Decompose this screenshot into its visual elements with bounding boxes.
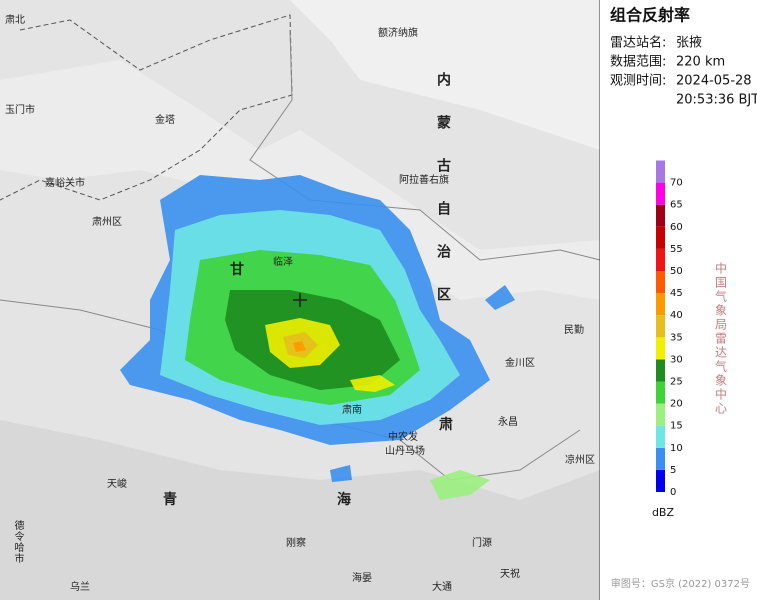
legend-swatch [656, 204, 665, 227]
legend-swatch [656, 315, 665, 338]
legend-tick-label: 10 [670, 443, 683, 454]
agency-text: 中国气象局雷达气象中心 [714, 261, 728, 416]
footer: 审图号：GS京 (2022) 0372号 [611, 577, 750, 590]
legend-swatch [656, 182, 665, 205]
info-panel [600, 0, 757, 600]
echo-area [293, 341, 306, 352]
color-legend: 0 5 10 15 20 25 30 35 40 45 50 55 60 65 70 [656, 160, 683, 498]
place-label: 额济纳旗 [378, 26, 418, 39]
place-label: 阿拉善右旗 [399, 173, 449, 186]
echo-area [350, 375, 395, 392]
legend-swatch [656, 271, 665, 294]
place-label: 金塔 [155, 113, 175, 126]
place-label: 天峻 [107, 477, 127, 490]
legend-swatch [656, 425, 665, 448]
legend-tick-label: 5 [670, 465, 676, 476]
place-label: 内蒙古自治区 [435, 71, 451, 330]
place-label: 海晏 [352, 571, 372, 584]
row-value: 张掖 [676, 36, 702, 51]
place-label: 乌兰 [70, 580, 90, 593]
legend-tick-label: 0 [670, 487, 676, 498]
place-label: 临泽 [273, 255, 293, 268]
echo-area [330, 465, 352, 482]
legend-tick-label: 35 [670, 332, 683, 343]
legend-tick-label: 70 [670, 178, 683, 189]
row-value: 2024-05-28 [676, 74, 752, 89]
legend-swatch [656, 447, 665, 470]
place-label: 天祝 [500, 567, 520, 580]
legend-tick-label: 20 [670, 399, 683, 410]
legend-swatch [656, 469, 665, 492]
place-label: 大通 [432, 580, 452, 593]
legend-swatch [656, 248, 665, 271]
legend-tick-label: 15 [670, 421, 683, 432]
place-label: 甘 [230, 261, 244, 278]
place-label: 金川区 [505, 356, 535, 369]
place-label: 肃南 [342, 403, 362, 416]
legend-swatch [656, 381, 665, 404]
place-label: 肃州区 [92, 216, 122, 228]
legend-unit: dBZ [652, 506, 675, 519]
place-label: 玉门市 [5, 103, 35, 116]
border [0, 14, 293, 201]
legend-tick-label: 25 [670, 377, 683, 388]
radar-site [293, 293, 307, 307]
place-label: 海 [337, 491, 351, 508]
radar-echo [120, 175, 515, 500]
legend-tick-label: 50 [670, 266, 683, 277]
place-label: 青 [163, 491, 177, 508]
place-label: 凉州区 [565, 453, 595, 466]
echo-area [430, 470, 490, 500]
legend-swatch [656, 337, 665, 360]
legend-swatch [656, 403, 665, 426]
legend-swatch [656, 359, 665, 382]
place-label: 肃 [439, 416, 453, 433]
place-label: 门源 [472, 536, 492, 549]
legend-tick-label: 55 [670, 244, 683, 255]
legend-swatch [656, 293, 665, 316]
row-value: 220 km [676, 55, 725, 70]
place-label: 嘉峪关市 [45, 176, 85, 189]
row-label: 数据范围: [610, 55, 666, 70]
mountains [0, 420, 600, 600]
place-label: 德令哈市 [12, 519, 24, 564]
legend-tick-label: 60 [670, 222, 683, 233]
place-label: 山丹马场 [385, 444, 425, 457]
time-value: 20:53:36 BJT [676, 93, 757, 108]
place-label: 永昌 [498, 415, 518, 428]
place-label: 肃北 [5, 14, 25, 26]
legend-swatch [656, 160, 665, 183]
row-label: 雷达站名: [610, 35, 666, 51]
legend-tick-label: 40 [670, 310, 683, 321]
legend-tick-label: 45 [670, 288, 683, 299]
panel-title: 组合反射率 [610, 6, 690, 25]
legend-tick-label: 65 [670, 200, 683, 211]
place-label: 刚察 [286, 536, 306, 549]
legend-tick-label: 30 [670, 354, 683, 365]
desert [290, 0, 600, 150]
legend-swatch [656, 226, 665, 249]
place-label: 民勤 [564, 323, 584, 336]
place-label: 中农发 [388, 430, 418, 443]
echo-area [485, 285, 515, 310]
row-label: 观测时间: [610, 74, 666, 89]
